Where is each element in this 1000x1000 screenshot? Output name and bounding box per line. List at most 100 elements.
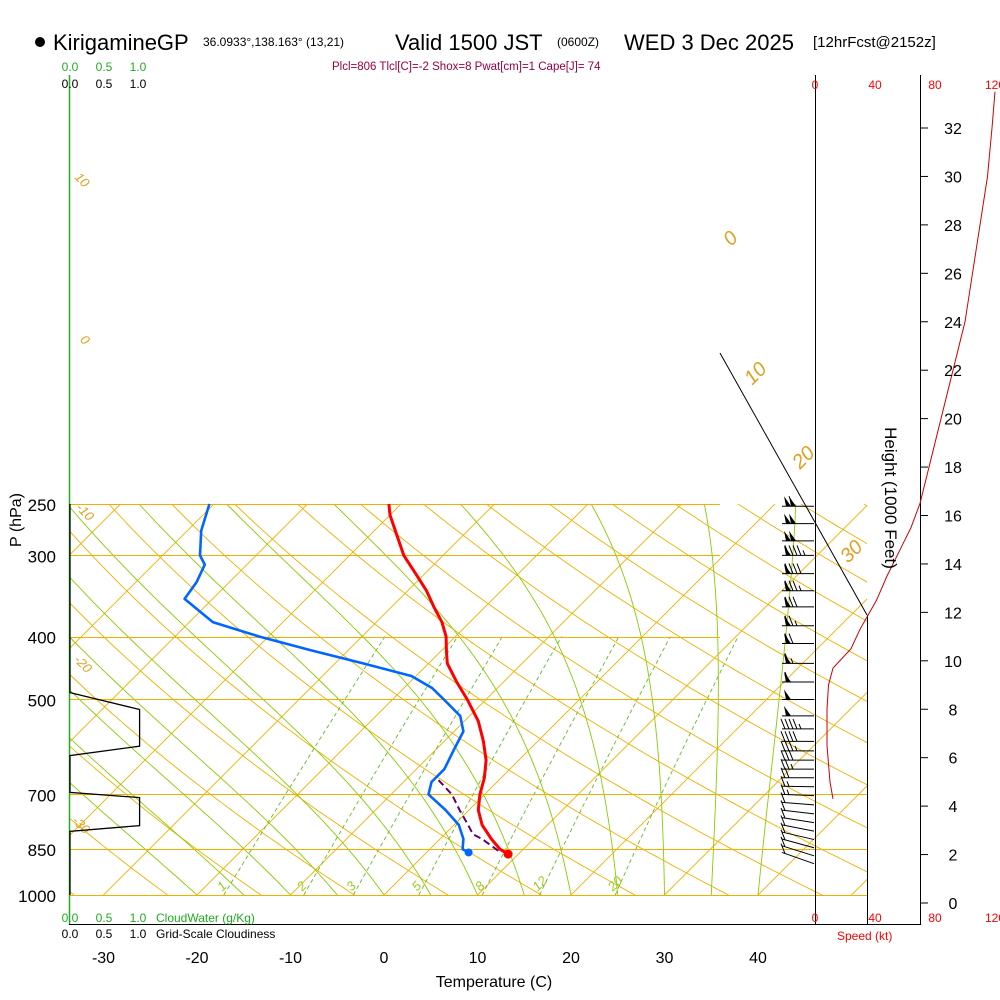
moist-adiabat-line xyxy=(703,503,719,895)
wind-barb-flag xyxy=(784,615,790,626)
height-tick-label: 8 xyxy=(949,702,958,719)
wind-barb-flag xyxy=(780,749,786,761)
cloudiness-legend: Grid-Scale Cloudiness xyxy=(156,927,275,941)
height-tick-label: 2 xyxy=(949,848,958,865)
mixing-ratio-label: 20 xyxy=(604,872,626,894)
pressure-tick-label: 400 xyxy=(28,629,56,648)
wind-barb-flag xyxy=(788,633,794,644)
temperature-tick-label: 0 xyxy=(380,950,389,967)
dewpoint-line xyxy=(183,503,470,854)
wind-barb-flag xyxy=(780,758,786,770)
moist-adiabat-line xyxy=(138,503,478,895)
mixing-ratio-line xyxy=(418,636,562,895)
wind-barb-staff xyxy=(781,831,815,841)
speed-tick-top: 0 xyxy=(812,78,819,92)
dry-adiabat-label: 10 xyxy=(72,169,93,190)
height-tick-label: 22 xyxy=(944,363,962,380)
sounding-profiles xyxy=(183,503,513,859)
dry-adiabat-label: 0 xyxy=(77,332,93,348)
wind-barb-half xyxy=(794,745,798,752)
cloudwater-tick-bottom: 1.0 xyxy=(130,911,147,925)
moist-adiabat-line xyxy=(460,503,619,895)
wind-barb-pennant xyxy=(789,513,796,524)
wind-barb-flag xyxy=(780,836,786,847)
speed-tick-bottom: 0 xyxy=(812,911,819,925)
cloudwater-tick-top: 1.0 xyxy=(130,60,147,74)
dry-adiabat-line xyxy=(423,503,867,786)
moist-adiabat-line xyxy=(69,505,432,895)
temperature-tick-label: -30 xyxy=(92,950,115,967)
wind-barb-half xyxy=(786,694,790,700)
wind-barb-flag xyxy=(784,653,790,664)
wind-barb-half xyxy=(790,763,794,770)
wind-barb-pennant xyxy=(784,513,791,524)
cloudiness-tick-top: 0.5 xyxy=(96,77,113,91)
temperature-tick-label: -20 xyxy=(185,950,208,967)
dry-adiabat-line xyxy=(360,503,867,829)
valid-date: WED 3 Dec 2025 xyxy=(624,30,794,55)
cloudwater-tick-top: 0.5 xyxy=(96,60,113,74)
wind-barb-flag xyxy=(780,784,786,795)
cloudwater-tick-bottom: 0.0 xyxy=(62,911,79,925)
height-tick-label: 28 xyxy=(944,218,962,235)
parcel-path-line xyxy=(437,779,499,852)
mixing-ratio-label: 3 xyxy=(343,878,359,894)
wind-barb-staff xyxy=(781,801,815,806)
height-tick-label: 10 xyxy=(944,654,962,671)
speed-axis-labels: 0040408080120120 xyxy=(812,78,1000,925)
isotherm-line xyxy=(851,878,867,895)
wind-barb-flag xyxy=(780,843,786,854)
dry-adiabat-lines xyxy=(69,503,1000,895)
dry-adiabat-line xyxy=(108,503,636,895)
pressure-tick-label: 300 xyxy=(28,547,56,566)
moist-adiabat-line xyxy=(69,736,245,895)
dry-adiabat-labels: 10 0 -10 -20 -30 xyxy=(69,169,97,837)
wind-barb-flag xyxy=(796,563,802,574)
cloudiness-profile xyxy=(69,504,141,895)
wind-barb-flag xyxy=(788,496,794,507)
wind-barbs xyxy=(780,496,815,865)
wind-speed-profile xyxy=(826,91,996,799)
wind-barb-pennant xyxy=(784,530,791,541)
upper-boundary-line xyxy=(719,352,868,616)
y-axis-title: P (hPa) xyxy=(8,493,25,547)
wind-barb-flag xyxy=(792,731,798,742)
mixing-ratio-labels: 1 2 3 5 8 12 20 xyxy=(214,872,626,894)
moist-adiabat-lines xyxy=(69,503,797,895)
wind-barb-flag xyxy=(788,718,794,730)
stability-indices: Plcl=806 Tlcl[C]=-2 Shox=8 Pwat[cm]=1 Ca… xyxy=(332,61,601,73)
mixing-ratio-line xyxy=(223,636,386,895)
wind-barb-pennant xyxy=(784,496,791,507)
dry-adiabat-line xyxy=(927,504,1000,895)
dry-adiabat-line xyxy=(548,503,867,702)
wind-barb-flag xyxy=(788,731,794,742)
dry-adiabat-label: -10 xyxy=(73,500,97,524)
dry-adiabat-line xyxy=(69,744,262,895)
cloudiness-tick-bottom: 0.5 xyxy=(96,927,113,941)
wind-barb-flag xyxy=(792,580,798,591)
wind-barb-half xyxy=(786,781,790,787)
speed-tick-top: 120 xyxy=(985,78,1000,92)
station-marker-icon xyxy=(35,37,45,47)
height-tick-label: 6 xyxy=(949,751,958,768)
mixing-ratio-lines xyxy=(223,636,739,895)
wind-barb-half xyxy=(786,789,790,795)
speed-axis-title: Speed (kt) xyxy=(837,929,892,943)
wind-barb-flag xyxy=(784,596,790,608)
pressure-tick-labels: 250 300 400 500 700 850 1000 xyxy=(18,496,56,906)
speed-tick-bottom: 80 xyxy=(928,911,942,925)
wind-barb-flag xyxy=(784,563,790,574)
wind-barb-flag xyxy=(780,800,786,811)
wind-barb-flag xyxy=(784,545,790,556)
forecast-info: [12hrFcst@2152z] xyxy=(813,34,936,51)
top-legend: 0.0 0.5 1.0 0.0 0.5 1.0 xyxy=(62,60,147,91)
pressure-tick-label: 700 xyxy=(28,786,56,805)
pressure-tick-label: 250 xyxy=(28,496,56,515)
dry-adiabat-line xyxy=(69,529,542,895)
temperature-tick-label: 20 xyxy=(562,950,580,967)
height-tick-label: 20 xyxy=(944,412,962,429)
wind-barb-staff xyxy=(781,824,815,832)
wind-barb-flag xyxy=(788,563,794,574)
